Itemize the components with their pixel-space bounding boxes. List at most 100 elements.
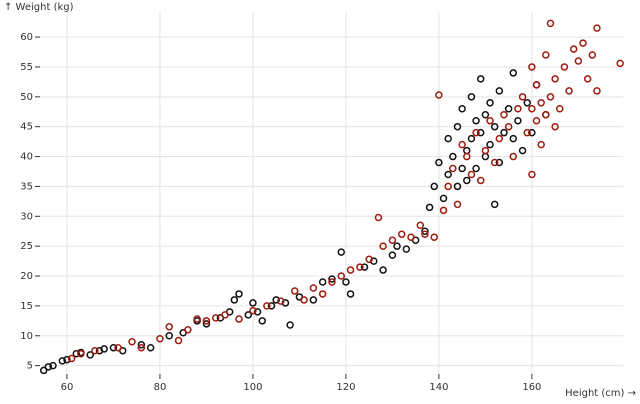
point <box>72 349 81 358</box>
point <box>337 272 346 280</box>
point <box>328 278 336 286</box>
point <box>235 315 243 323</box>
point <box>472 116 480 125</box>
point <box>523 128 531 137</box>
y-axis-label: ↑ Weight (kg) <box>4 2 74 13</box>
point <box>165 323 173 331</box>
point <box>495 134 504 143</box>
point <box>458 164 466 173</box>
point <box>165 332 173 340</box>
point <box>528 128 536 137</box>
point <box>430 233 438 241</box>
point <box>528 105 536 113</box>
point <box>504 122 513 131</box>
point <box>67 354 76 363</box>
point <box>490 200 499 209</box>
point <box>546 19 555 28</box>
point <box>476 128 485 137</box>
y-tick-label: 40 <box>20 152 33 163</box>
point <box>546 93 555 101</box>
point <box>560 63 569 71</box>
point <box>397 230 406 238</box>
x-tick-label: 60 <box>61 382 74 393</box>
point <box>393 242 401 250</box>
point <box>137 343 146 352</box>
point <box>444 170 452 179</box>
point <box>500 128 508 137</box>
point <box>346 290 355 298</box>
point <box>551 75 559 83</box>
point <box>495 158 504 167</box>
y-tick-label: 15 <box>20 301 33 312</box>
point <box>286 321 294 329</box>
point <box>532 81 541 89</box>
point <box>616 59 624 68</box>
point <box>481 146 490 155</box>
point <box>356 263 364 271</box>
point <box>449 164 457 173</box>
point <box>63 355 71 364</box>
point <box>463 152 471 161</box>
point <box>509 152 518 161</box>
point <box>458 140 466 149</box>
point <box>86 351 94 359</box>
point <box>509 134 518 143</box>
point <box>518 93 527 101</box>
point <box>44 363 53 371</box>
point <box>472 128 480 137</box>
point <box>388 251 397 259</box>
x-axis-label: Height (cm) → <box>565 388 636 399</box>
point <box>500 110 508 119</box>
point <box>490 158 499 167</box>
point <box>453 200 462 209</box>
point <box>551 122 559 131</box>
point <box>435 91 443 99</box>
point <box>579 39 587 47</box>
point <box>532 116 541 125</box>
point <box>49 361 57 370</box>
point <box>374 213 383 222</box>
point <box>77 349 85 358</box>
point <box>476 75 485 83</box>
point <box>425 203 434 212</box>
point <box>583 75 592 83</box>
point <box>476 176 485 185</box>
point <box>463 176 471 185</box>
point <box>309 296 318 304</box>
point <box>421 230 429 238</box>
point <box>328 275 336 283</box>
point <box>342 278 350 286</box>
point <box>402 245 411 253</box>
point <box>300 296 308 304</box>
point <box>291 287 299 295</box>
y-tick-label: 50 <box>20 92 33 103</box>
point <box>263 302 271 310</box>
point <box>528 63 536 71</box>
y-tick-label: 45 <box>20 122 33 133</box>
point <box>258 317 266 325</box>
point <box>407 233 415 241</box>
point <box>277 297 285 305</box>
point <box>490 122 499 131</box>
y-tick-label: 5 <box>27 361 33 372</box>
point <box>253 308 262 316</box>
x-tick-label: 100 <box>243 382 262 393</box>
point <box>360 263 369 271</box>
point <box>272 296 280 304</box>
point <box>593 24 601 32</box>
point <box>467 93 476 101</box>
point <box>309 284 318 292</box>
point <box>467 134 476 143</box>
point <box>542 51 550 59</box>
point <box>235 290 243 298</box>
point <box>221 311 229 319</box>
point <box>421 227 429 235</box>
y-tick-label: 10 <box>20 331 33 342</box>
point <box>244 311 253 319</box>
point <box>514 105 522 113</box>
point <box>565 87 573 95</box>
point <box>453 122 462 131</box>
point <box>518 146 527 155</box>
point <box>523 99 531 107</box>
point <box>137 340 146 349</box>
